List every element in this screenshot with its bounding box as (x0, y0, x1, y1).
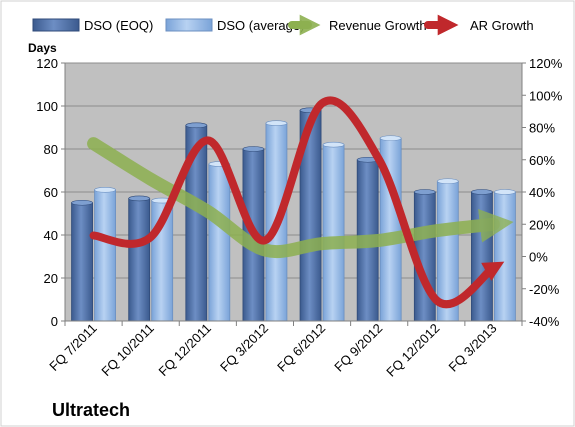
legend-label-dso-eoq: DSO (EOQ) (84, 18, 153, 33)
y2-tick-label: 0% (529, 250, 548, 265)
legend: DSO (EOQ) DSO (average) Revenue Growth A… (32, 14, 534, 36)
bar-cap-dso-average (322, 141, 345, 148)
legend-swatch-dso-eoq (32, 18, 80, 32)
y2-tick-label: -40% (529, 314, 560, 329)
chart-title: Ultratech (52, 400, 130, 420)
y2-tick-label: 40% (529, 185, 555, 200)
legend-item-ar-growth: AR Growth (424, 14, 534, 36)
y-axis-ticks: 0 20 40 60 80 100 120 (36, 56, 65, 329)
y2-tick-label: 80% (529, 121, 555, 136)
y-tick-label: 20 (44, 271, 58, 286)
y-tick-label: 80 (44, 142, 58, 157)
legend-item-dso-eoq: DSO (EOQ) (32, 18, 153, 33)
bar-dso-average (208, 163, 231, 322)
legend-item-dso-average: DSO (average) (165, 18, 304, 33)
bar-dso-eoq (471, 191, 493, 322)
bar-dso-average (94, 189, 116, 322)
bar-cap-dso-average (494, 189, 516, 195)
bar-dso-average (494, 191, 516, 322)
y-axis-title: Days (28, 41, 57, 55)
y2-tick-label: 100% (529, 88, 563, 103)
y2-tick-label: 120% (529, 56, 563, 71)
bar-cap-dso-eoq (71, 199, 93, 206)
y2-tick-label: 20% (529, 217, 555, 232)
bar-cap-dso-eoq (185, 122, 208, 129)
bar-dso-eoq (128, 198, 151, 322)
bar-cap-dso-average (94, 187, 116, 193)
y-tick-label: 0 (51, 314, 58, 329)
legend-item-revenue-growth: Revenue Growth (288, 14, 427, 36)
bar-cap-dso-average (265, 120, 288, 126)
y-tick-label: 60 (44, 185, 58, 200)
legend-label-ar-growth: AR Growth (470, 18, 534, 33)
bar-cap-dso-eoq (471, 189, 493, 195)
y2-axis-ticks: -40% -20% 0% 20% 40% 60% 80% 100% 120% (522, 56, 563, 329)
line-revenue-growth (87, 137, 514, 259)
bar-dso-eoq (71, 202, 93, 322)
legend-swatch-dso-average (165, 18, 213, 32)
y2-tick-label: 60% (529, 153, 555, 168)
bar-cap-dso-average (437, 178, 459, 185)
legend-label-revenue-growth: Revenue Growth (329, 18, 427, 33)
growth-lines (87, 96, 514, 309)
bar-dso-average (322, 144, 345, 322)
line-ar-growth (89, 96, 505, 309)
bar-cap-dso-eoq (242, 146, 265, 152)
y-tick-label: 120 (36, 56, 58, 71)
legend-label-dso-average: DSO (average) (217, 18, 304, 33)
y-tick-label: 100 (36, 99, 58, 114)
y-tick-label: 40 (44, 228, 58, 243)
bar-cap-dso-eoq (414, 189, 436, 195)
y2-tick-label: -20% (529, 282, 560, 297)
bar-cap-dso-eoq (128, 195, 150, 202)
bar-cap-dso-average (379, 135, 402, 142)
